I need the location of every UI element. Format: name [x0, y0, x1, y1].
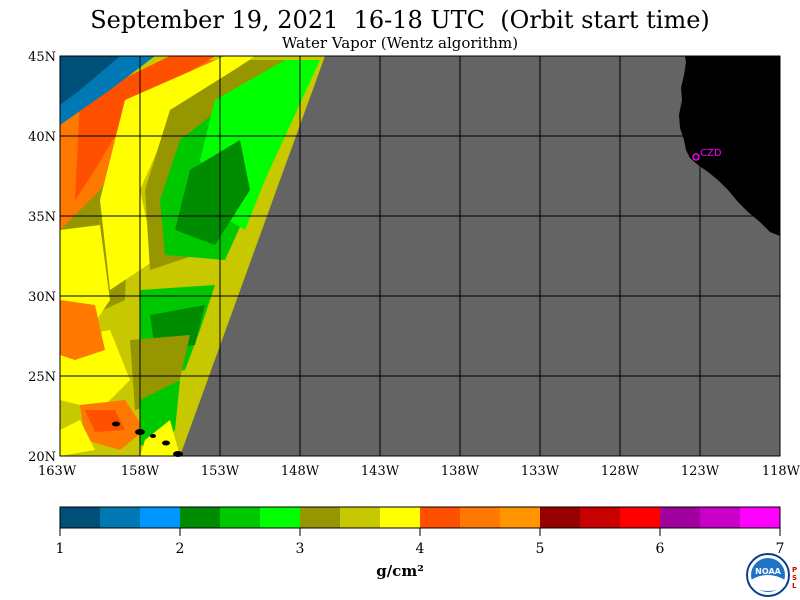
colorbar-tick-label: 1 [56, 541, 65, 557]
colorbar-swatch [460, 507, 501, 528]
colorbar-swatch [700, 507, 741, 528]
colorbar-swatch [660, 507, 701, 528]
noaa-logo-text: NOAA [755, 567, 781, 576]
lon-label: 163W [38, 464, 77, 479]
colorbar-swatch [100, 507, 141, 528]
colorbar-swatch [580, 507, 621, 528]
map-subtitle: Water Vapor (Wentz algorithm) [281, 34, 519, 52]
lon-label: 123W [681, 464, 720, 479]
lat-label: 25N [28, 370, 56, 385]
lon-label: 158W [121, 464, 160, 479]
colorbar-swatch [260, 507, 301, 528]
water-vapor-map: CZD [59, 55, 781, 457]
latitude-labels: 45N 40N 35N 30N 25N 20N [28, 50, 56, 465]
colorbar-swatch [220, 507, 261, 528]
colorbar-swatch [420, 507, 461, 528]
colorbar-tick-label: 4 [416, 541, 425, 557]
station-label: CZD [700, 148, 722, 159]
land-north-america [679, 56, 780, 236]
colorbar-swatch [180, 507, 221, 528]
colorbar-units: g/cm² [376, 562, 424, 580]
lat-label: 30N [28, 290, 56, 305]
map-gridlines [60, 56, 780, 456]
lat-label: 45N [28, 50, 56, 65]
lon-label: 128W [601, 464, 640, 479]
lon-label: 143W [361, 464, 400, 479]
colorbar-swatch [620, 507, 661, 528]
colorbar-tick-label: 7 [776, 541, 785, 557]
colorbar [59, 506, 781, 529]
colorbar-swatch [540, 507, 581, 528]
map-title: September 19, 2021 16-18 UTC (Orbit star… [90, 6, 710, 34]
colorbar-swatch [300, 507, 341, 528]
lon-label: 153W [201, 464, 240, 479]
swath-yellow-tip [140, 420, 180, 456]
swath-orange-west [60, 300, 105, 360]
lon-label: 148W [281, 464, 320, 479]
colorbar-tick-label: 2 [176, 541, 185, 557]
swath-yellow-southwest [60, 420, 95, 456]
lon-label: 133W [521, 464, 560, 479]
lat-label: 40N [28, 130, 56, 145]
lon-label: 138W [441, 464, 480, 479]
lat-label: 20N [28, 450, 56, 465]
swath-dark-green [175, 140, 250, 245]
swath-yellow-band [100, 56, 255, 290]
swath-dark-blue-corner [60, 56, 120, 105]
data-swath [60, 56, 325, 456]
colorbar-swatch [140, 507, 181, 528]
colorbar-swatch [340, 507, 381, 528]
colorbar-swatch [380, 507, 421, 528]
station-marker: CZD [692, 148, 722, 161]
station-icon [692, 153, 700, 161]
colorbar-ticks: 1 2 3 4 5 6 7 [56, 528, 785, 557]
swath-red-hawaii [85, 410, 125, 432]
lon-label: 118W [762, 464, 800, 479]
lat-label: 35N [28, 210, 56, 225]
longitude-labels: 163W 158W 153W 148W 143W 138W 133W 128W 123W 118W [38, 464, 800, 479]
noaa-logo: NOAA [746, 553, 790, 597]
colorbar-tick-label: 6 [656, 541, 665, 557]
colorbar-swatch [740, 507, 781, 528]
colorbar-tick-label: 5 [536, 541, 545, 557]
colorbar-tick-label: 3 [296, 541, 305, 557]
map-border [59, 55, 781, 457]
swath-red-north [75, 56, 215, 200]
colorbar-swatch [500, 507, 541, 528]
colorbar-swatch [60, 507, 101, 528]
